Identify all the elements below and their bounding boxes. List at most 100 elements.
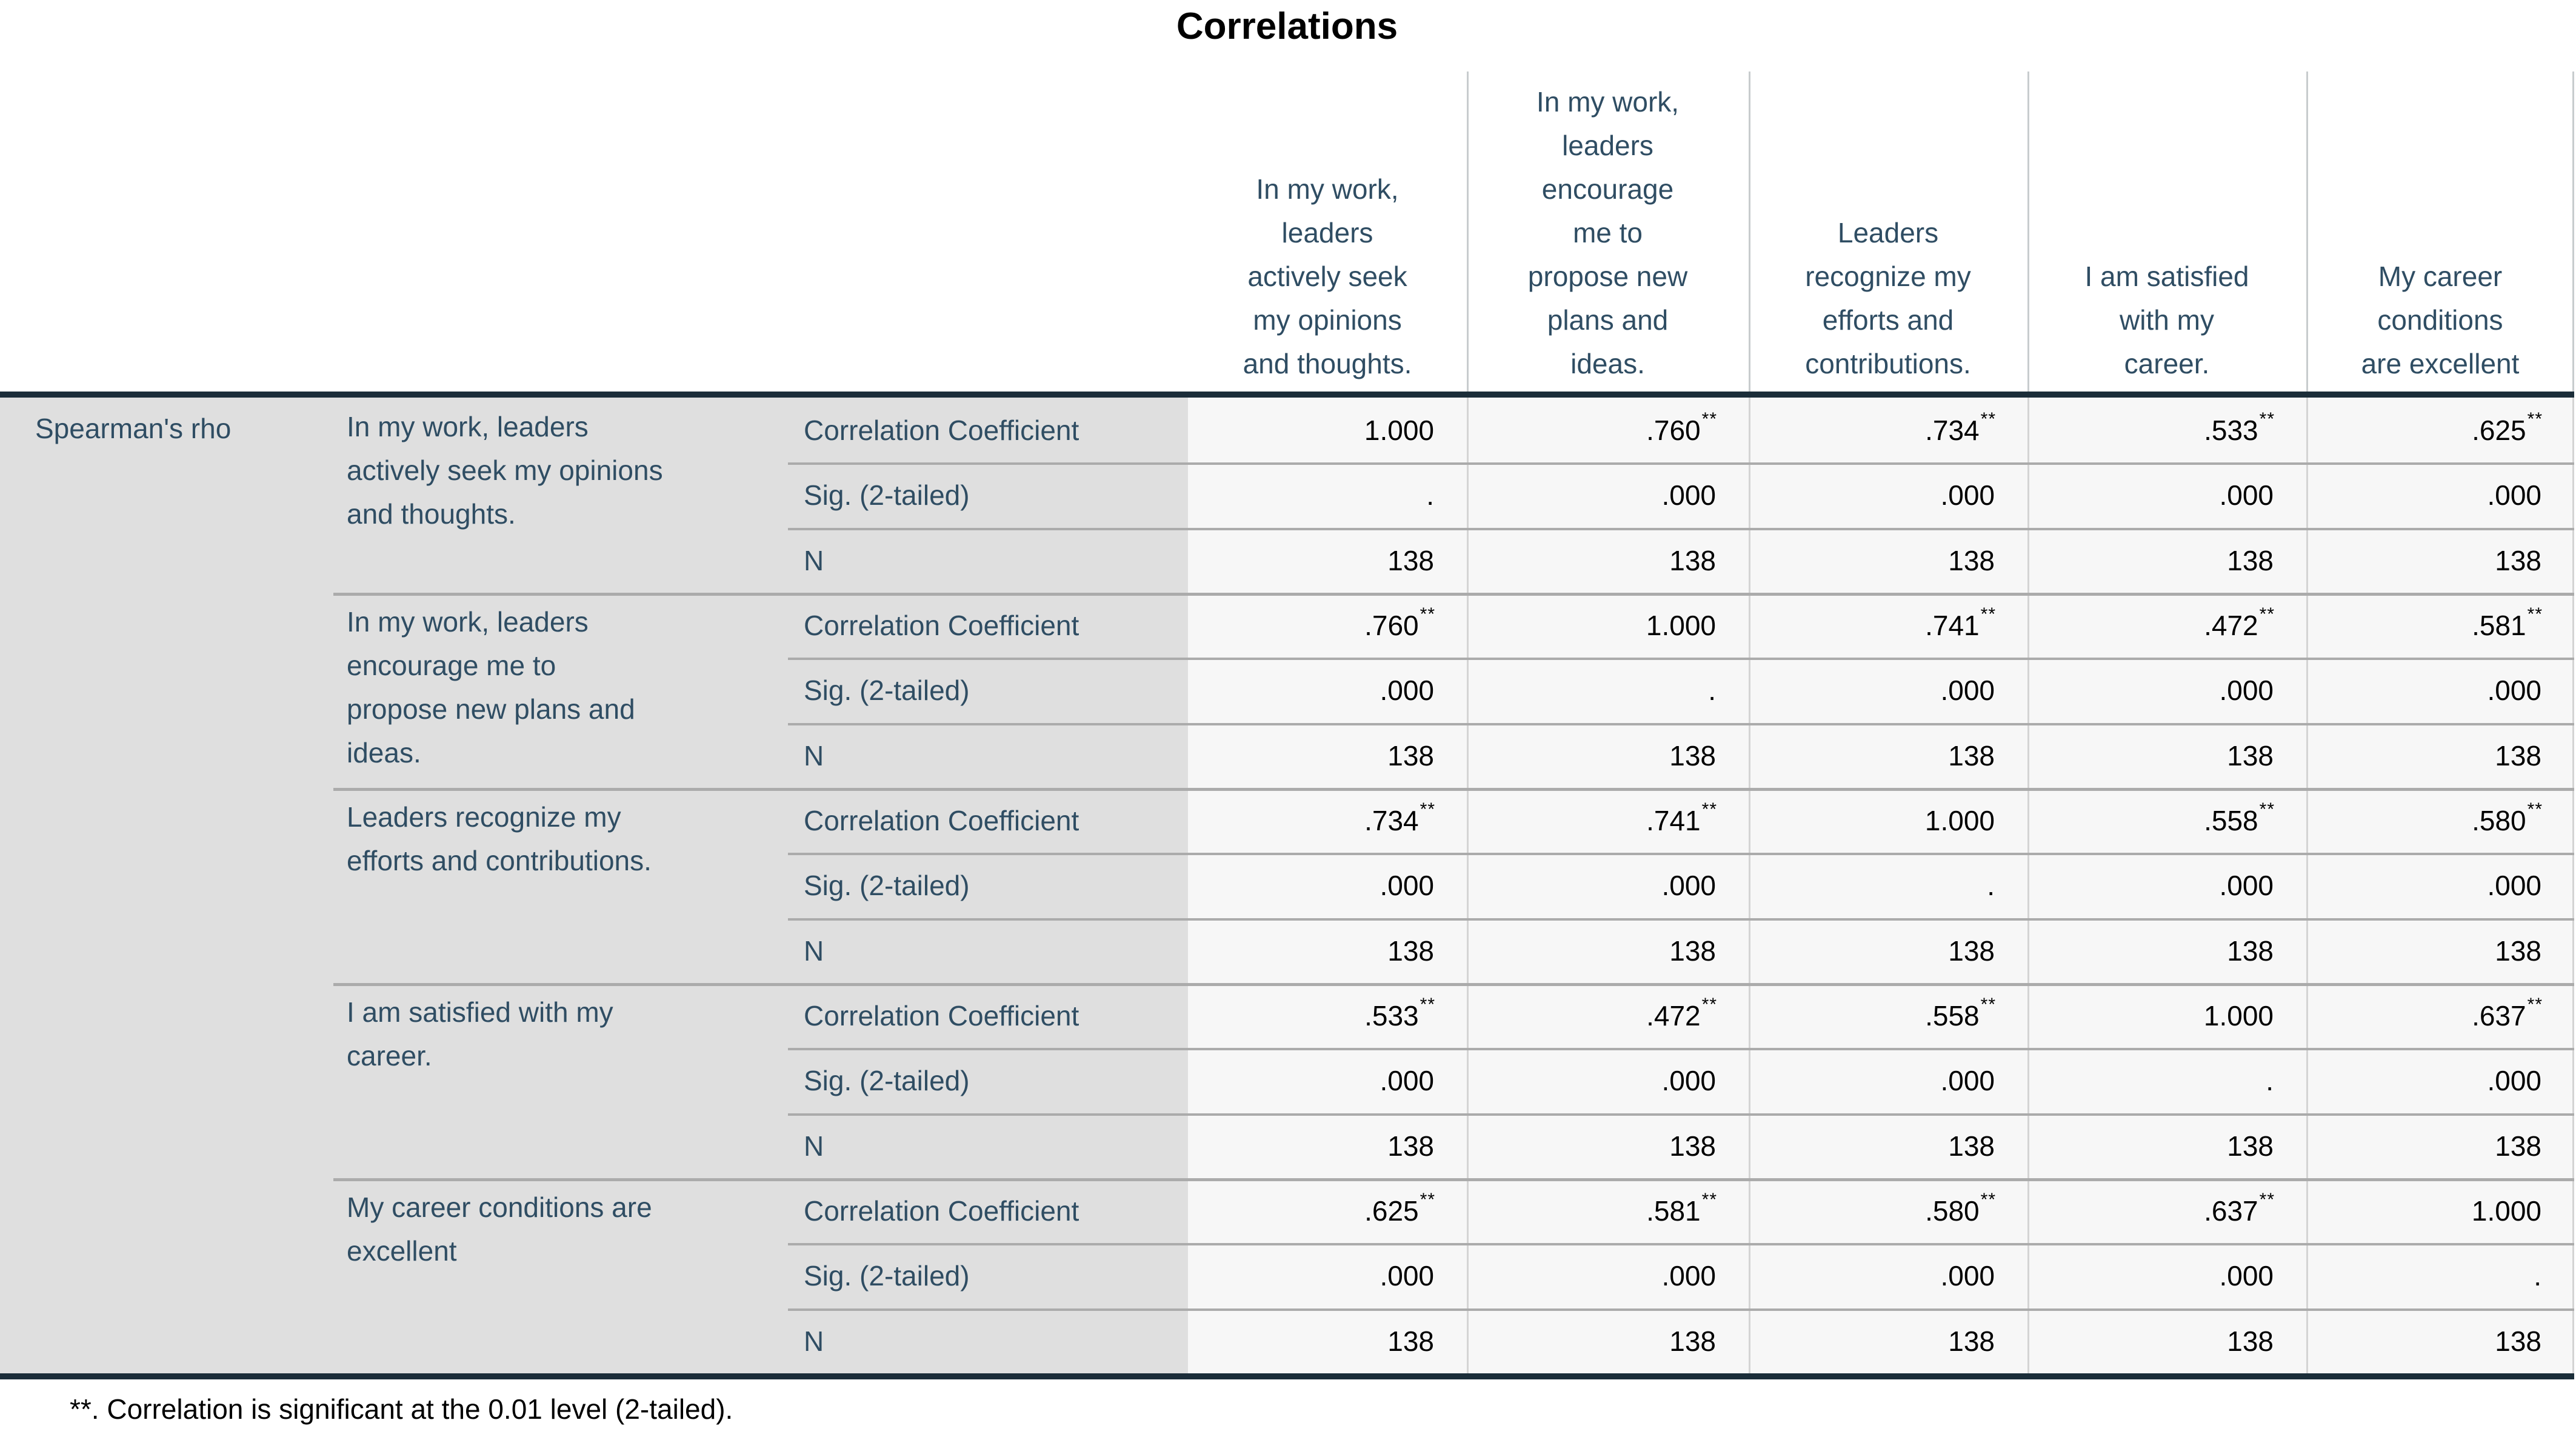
data-cell: 138 <box>2495 935 2541 967</box>
data-cell: 138 <box>1948 1325 1995 1357</box>
column-divider <box>2306 398 2308 1373</box>
data-cell: 138 <box>2495 1130 2541 1162</box>
block-divider <box>333 983 2574 986</box>
variable-label: In my work, leaders encourage me to prop… <box>347 606 635 768</box>
data-cell: .000 <box>1940 479 1995 511</box>
block-divider <box>333 1178 2574 1181</box>
data-cell: .000 <box>2219 675 2274 706</box>
data-cell: .580 ** <box>2472 799 2543 836</box>
data-cell: 138 <box>1387 935 1434 967</box>
data-cell: 138 <box>1948 1130 1995 1162</box>
data-cell: .734 ** <box>1364 799 1435 836</box>
data-cell: .000 <box>1940 1065 1995 1096</box>
row-group-label: Spearman's rho <box>35 413 232 444</box>
data-cell: .000 <box>2487 479 2541 511</box>
data-cell: . <box>1426 479 1434 511</box>
row-divider <box>788 1308 2574 1311</box>
data-cell: .000 <box>1380 1260 1434 1292</box>
table-right-edge <box>2572 398 2574 1373</box>
data-cell: . <box>1708 675 1716 706</box>
variable-label: In my work, leaders actively seek my opi… <box>347 411 663 530</box>
column-divider <box>2027 72 2029 392</box>
stat-label: Correlation Coefficient <box>804 1000 1079 1032</box>
data-cell: 138 <box>2495 1325 2541 1357</box>
stat-label: Correlation Coefficient <box>804 415 1079 446</box>
row-divider <box>788 528 2574 530</box>
row-divider <box>788 853 2574 855</box>
column-header: In my work, leaders actively seek my opi… <box>1243 173 1412 379</box>
row-divider <box>788 1048 2574 1050</box>
data-cell: 1.000 <box>1364 415 1434 446</box>
row-divider <box>788 918 2574 921</box>
row-divider <box>788 1113 2574 1116</box>
data-cell: 1.000 <box>1924 805 1995 836</box>
stat-label: Sig. (2-tailed) <box>804 479 970 511</box>
data-cell: .741 ** <box>1925 604 1996 641</box>
data-cell: .581 ** <box>2472 604 2543 641</box>
data-cell: 138 <box>2227 1130 2274 1162</box>
data-cell: .000 <box>1380 870 1434 901</box>
column-header: Leaders recognize my efforts and contrib… <box>1805 217 1971 379</box>
data-cell: 138 <box>1948 740 1995 772</box>
stat-label: Correlation Coefficient <box>804 1195 1079 1227</box>
column-divider <box>1749 398 1750 1373</box>
data-cell: .637 ** <box>2472 995 2543 1032</box>
stat-label: N <box>804 1130 824 1162</box>
stat-label: Correlation Coefficient <box>804 805 1079 836</box>
data-cell: 138 <box>2227 935 2274 967</box>
data-cell: .000 <box>2219 479 2274 511</box>
data-cell: 138 <box>2227 545 2274 576</box>
table-bottom-rule <box>0 1373 2574 1379</box>
data-cell: 138 <box>2227 1325 2274 1357</box>
data-cell: 138 <box>2495 740 2541 772</box>
variable-label: I am satisfied with my career. <box>347 996 613 1072</box>
table-right-edge <box>2572 72 2574 392</box>
table-title: Correlations <box>1176 5 1398 47</box>
row-divider <box>788 1243 2574 1245</box>
data-cell: .581 ** <box>1646 1190 1717 1227</box>
data-area-background <box>1188 398 2574 1375</box>
stat-label: Sig. (2-tailed) <box>804 870 970 901</box>
data-cell: .625 ** <box>1364 1190 1435 1227</box>
data-cell: .000 <box>1661 1065 1716 1096</box>
data-cell: . <box>2534 1260 2541 1292</box>
stat-label: N <box>804 740 824 772</box>
data-cell: 138 <box>2495 545 2541 576</box>
stat-label: Correlation Coefficient <box>804 610 1079 641</box>
data-cell: .580 ** <box>1925 1190 1996 1227</box>
data-cell: .637 ** <box>2204 1190 2275 1227</box>
stat-label: Sig. (2-tailed) <box>804 675 970 706</box>
data-cell: .000 <box>2487 675 2541 706</box>
row-label-background <box>0 398 1188 1375</box>
data-cell: .741 ** <box>1646 799 1717 836</box>
variable-label: My career conditions are excellent <box>347 1192 652 1267</box>
data-cell: .000 <box>1380 675 1434 706</box>
data-cell: 1.000 <box>2203 1000 2274 1032</box>
data-cell: 138 <box>1948 545 1995 576</box>
table-top-rule <box>0 392 2574 398</box>
block-divider <box>333 788 2574 791</box>
column-divider <box>1749 72 1750 392</box>
data-cell: .558 ** <box>2204 799 2275 836</box>
data-cell: .000 <box>1661 1260 1716 1292</box>
data-cell: 138 <box>1669 740 1716 772</box>
data-cell: 1.000 <box>2471 1195 2541 1227</box>
data-cell: .760 ** <box>1364 604 1435 641</box>
data-cell: .625 ** <box>2472 409 2543 446</box>
column-header: I am satisfied with my career. <box>2084 261 2249 379</box>
data-cell: .472 ** <box>2204 604 2275 641</box>
data-cell: .000 <box>2487 1065 2541 1096</box>
data-cell: 1.000 <box>1646 610 1716 641</box>
data-cell: 138 <box>1669 545 1716 576</box>
data-cell: .760 ** <box>1646 409 1717 446</box>
data-cell: 138 <box>1387 1130 1434 1162</box>
data-cell: .000 <box>1380 1065 1434 1096</box>
significance-footnote: **. Correlation is significant at the 0.… <box>70 1393 733 1425</box>
data-cell: .533 ** <box>2204 409 2275 446</box>
stat-label: N <box>804 545 824 576</box>
data-cell: 138 <box>2227 740 2274 772</box>
stat-label: Sig. (2-tailed) <box>804 1065 970 1096</box>
data-cell: .000 <box>1940 675 1995 706</box>
data-cell: 138 <box>1669 1325 1716 1357</box>
data-cell: 138 <box>1387 740 1434 772</box>
